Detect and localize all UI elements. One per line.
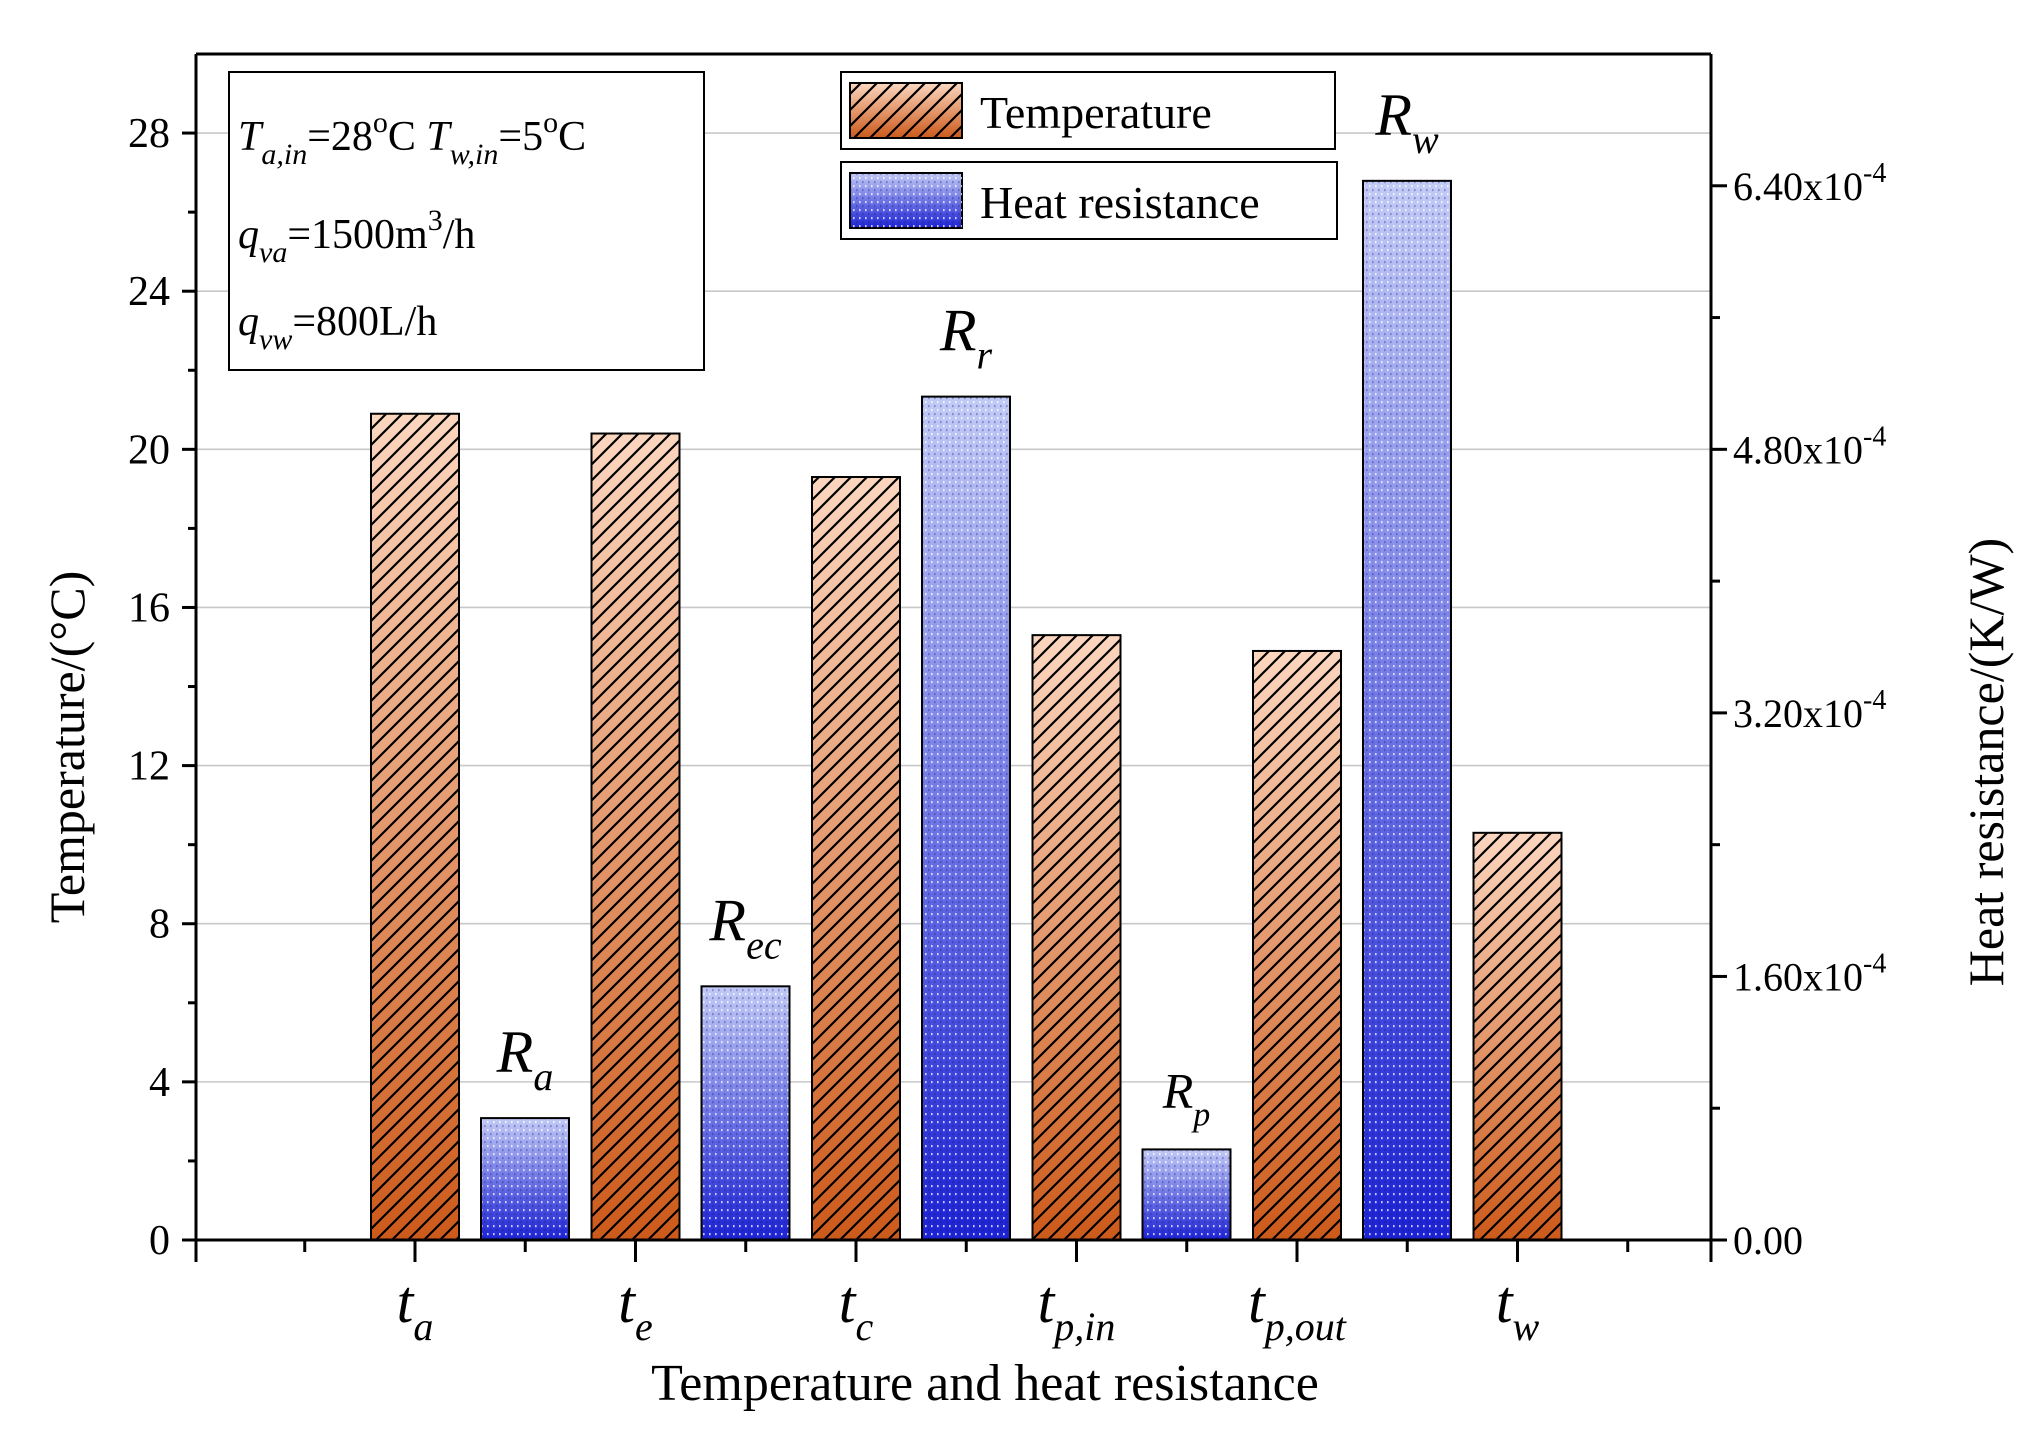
heat-resistance-bar-dots [480,1117,570,1242]
y-tick-label-right: 6.40x10-4 [1733,158,1886,209]
axes [182,52,1727,1262]
conditions-line-2: qva=1500m3/h [238,204,475,269]
temperature-bar-hatch [1472,831,1563,1241]
legend-label-heat-resistance: Heat resistance [980,177,1260,228]
y-tick-label-left: 20 [128,427,170,473]
y-tick-label-left: 24 [128,269,170,315]
y-axis-title-left: Temperature/(°C) [39,571,95,923]
legend: Temperature Heat resistance [840,71,1338,240]
temperature-bar-hatch [590,432,681,1241]
temperature-bar-hatch [370,412,460,1241]
x-tick-label: tc [839,1269,874,1349]
heat-resistance-bar-dots [1362,179,1452,1242]
y-tick-label-left: 4 [149,1060,170,1106]
y-tick-label-right: 4.80x10-4 [1733,421,1886,472]
conditions-box: Ta,in=28oC Tw,in=5oC qva=1500m3/h qvw=80… [228,71,705,371]
bars [370,179,1563,1242]
x-tick-label: tp,in [1038,1269,1116,1349]
tick-labels: ta te tc tp,in tp,out tw Ra Rec Rr Rp Rw 0 4 8 12 16 20 2… [128,82,1886,1349]
heat-resistance-bar-dots [921,395,1011,1242]
conditions-line-1: Ta,in=28oC Tw,in=5oC [238,106,586,171]
y-tick-label-left: 16 [128,585,170,631]
x-axis-title: Temperature and heat resistance [651,1355,1319,1412]
legend-swatch-temperature-hatch [850,83,962,138]
temperature-bar-hatch [1252,649,1342,1241]
y-tick-label-left: 0 [149,1218,170,1264]
y-tick-label-left: 28 [128,111,170,157]
temperature-bar-hatch [811,476,901,1241]
resistance-label: Rp [1162,1062,1211,1133]
y-tick-label-left: 12 [128,744,170,790]
x-tick-label: tp,out [1248,1269,1347,1349]
heat-resistance-bar-dots [700,985,791,1241]
y-tick-label-right: 1.60x10-4 [1733,948,1886,999]
conditions-line-3: qvw=800L/h [238,299,437,356]
resistance-label: Rw [1374,82,1439,162]
x-tick-label: ta [397,1269,434,1349]
y-axis-title-right: Heat resistance/(K/W) [1958,538,2014,986]
x-tick-label: te [618,1269,652,1349]
temperature-bar-hatch [1031,634,1122,1241]
legend-label-temperature: Temperature [980,87,1212,138]
resistance-label: Ra [496,1019,554,1099]
resistance-label: Rec [708,887,781,967]
heat-resistance-bar-dots [1141,1148,1232,1242]
x-tick-label: tw [1496,1269,1540,1349]
y-tick-label-right: 3.20x10-4 [1733,685,1886,736]
y-tick-label-left: 8 [149,902,170,948]
legend-swatch-heat-resistance-dots [850,173,962,228]
resistance-label: Rr [939,298,993,378]
y-tick-label-right: 0.00 [1733,1218,1803,1263]
